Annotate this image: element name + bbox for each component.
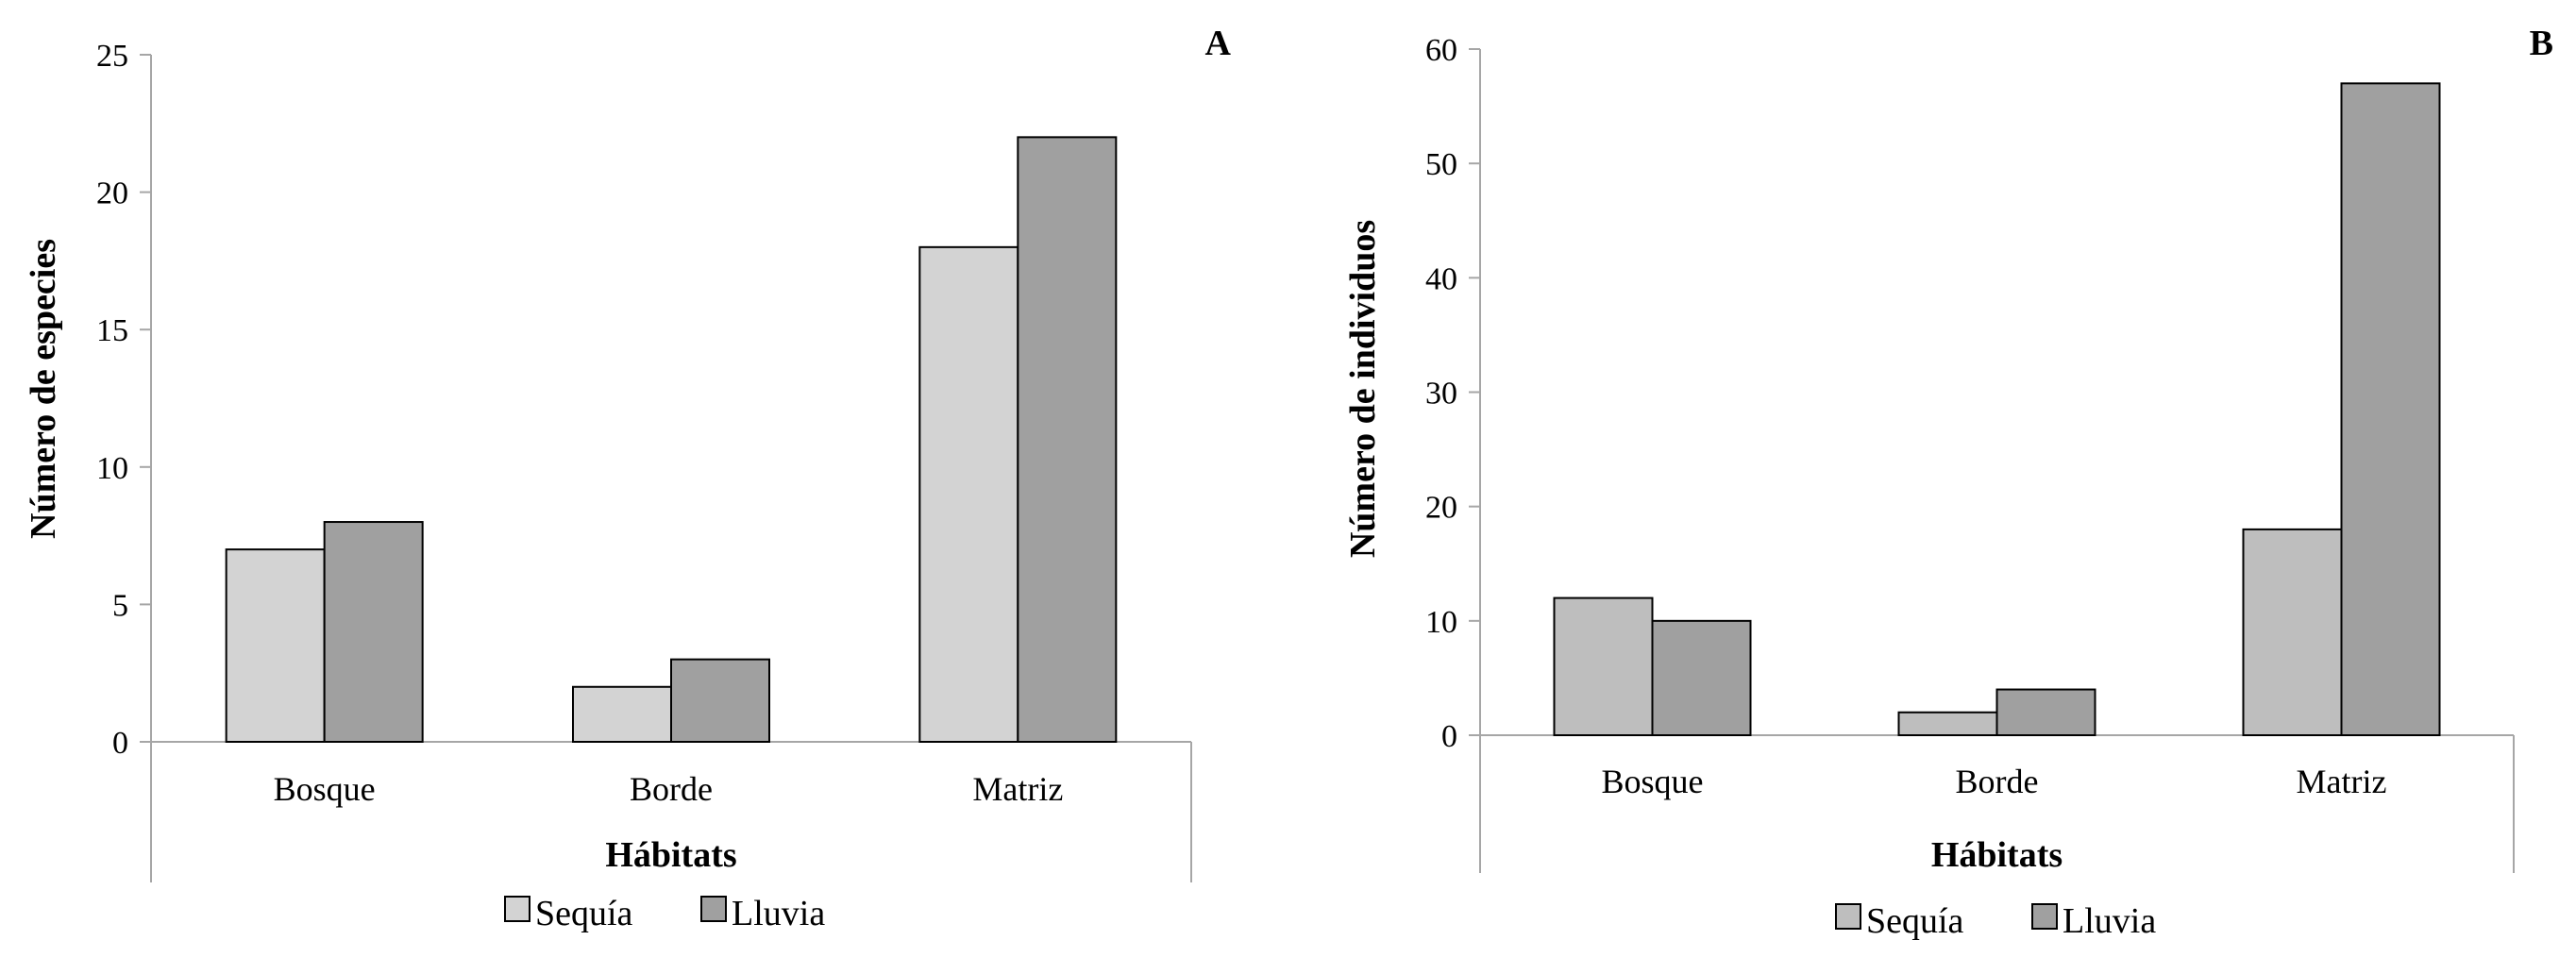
bar [2340,82,2441,737]
legend-swatch [700,896,727,922]
y-tick-label: 10 [1425,605,1457,640]
legend-swatch [504,896,530,922]
y-tick-label: 30 [1425,377,1457,411]
bar [1017,136,1118,744]
panel-label: A [1205,24,1232,63]
category-label: Borde [630,770,713,808]
category-label: Borde [1956,763,2039,800]
legend-label: Sequía [1866,901,1964,941]
legend-label: Lluvia [732,894,825,933]
panel-label: B [2530,24,2553,63]
y-tick-label: 25 [96,39,128,74]
chart-panel-a: 0 5 10 15 20 25 Bosque Borde Matriz Hábitats Númer… [24,24,1232,933]
bar [1897,711,1998,736]
bar [670,658,770,744]
y-tick-label: 20 [96,176,128,211]
legend-swatch [2031,903,2058,930]
y-tick-label: 5 [112,588,128,623]
category-label: Matriz [2297,763,2387,800]
y-axis-label: Número de individuos [1343,220,1383,558]
y-tick-label: 0 [1441,719,1457,754]
bar [1995,688,2096,736]
y-tick-label: 50 [1425,147,1457,182]
legend: Sequía Lluvia [1835,901,2156,941]
legend: Sequía Lluvia [504,894,825,933]
legend-swatch [1835,903,1861,930]
y-tick-label: 15 [96,313,128,348]
x-axis-label: Hábitats [1931,835,2062,875]
y-tick-label: 20 [1425,491,1457,526]
bar [572,685,672,744]
bar [1553,596,1654,736]
category-label: Bosque [1602,763,1704,800]
chart-panel-b: 0 10 20 30 40 50 60 Bosque Borde Matriz Hábitats Nú… [1343,24,2553,941]
bar [2242,528,2343,737]
y-tick-label: 10 [96,451,128,486]
bar [918,245,1019,743]
bar [323,521,424,743]
category-label: Matriz [972,770,1063,808]
legend-label: Sequía [535,894,633,933]
bar [1651,619,1752,736]
y-tick-label: 60 [1425,33,1457,68]
legend-label: Lluvia [2062,901,2156,941]
category-label: Bosque [274,770,376,808]
bar [225,548,326,743]
x-axis-label: Hábitats [605,835,736,875]
y-tick-label: 0 [112,726,128,761]
y-axis-label: Número de especies [24,239,63,539]
y-tick-label: 40 [1425,261,1457,296]
